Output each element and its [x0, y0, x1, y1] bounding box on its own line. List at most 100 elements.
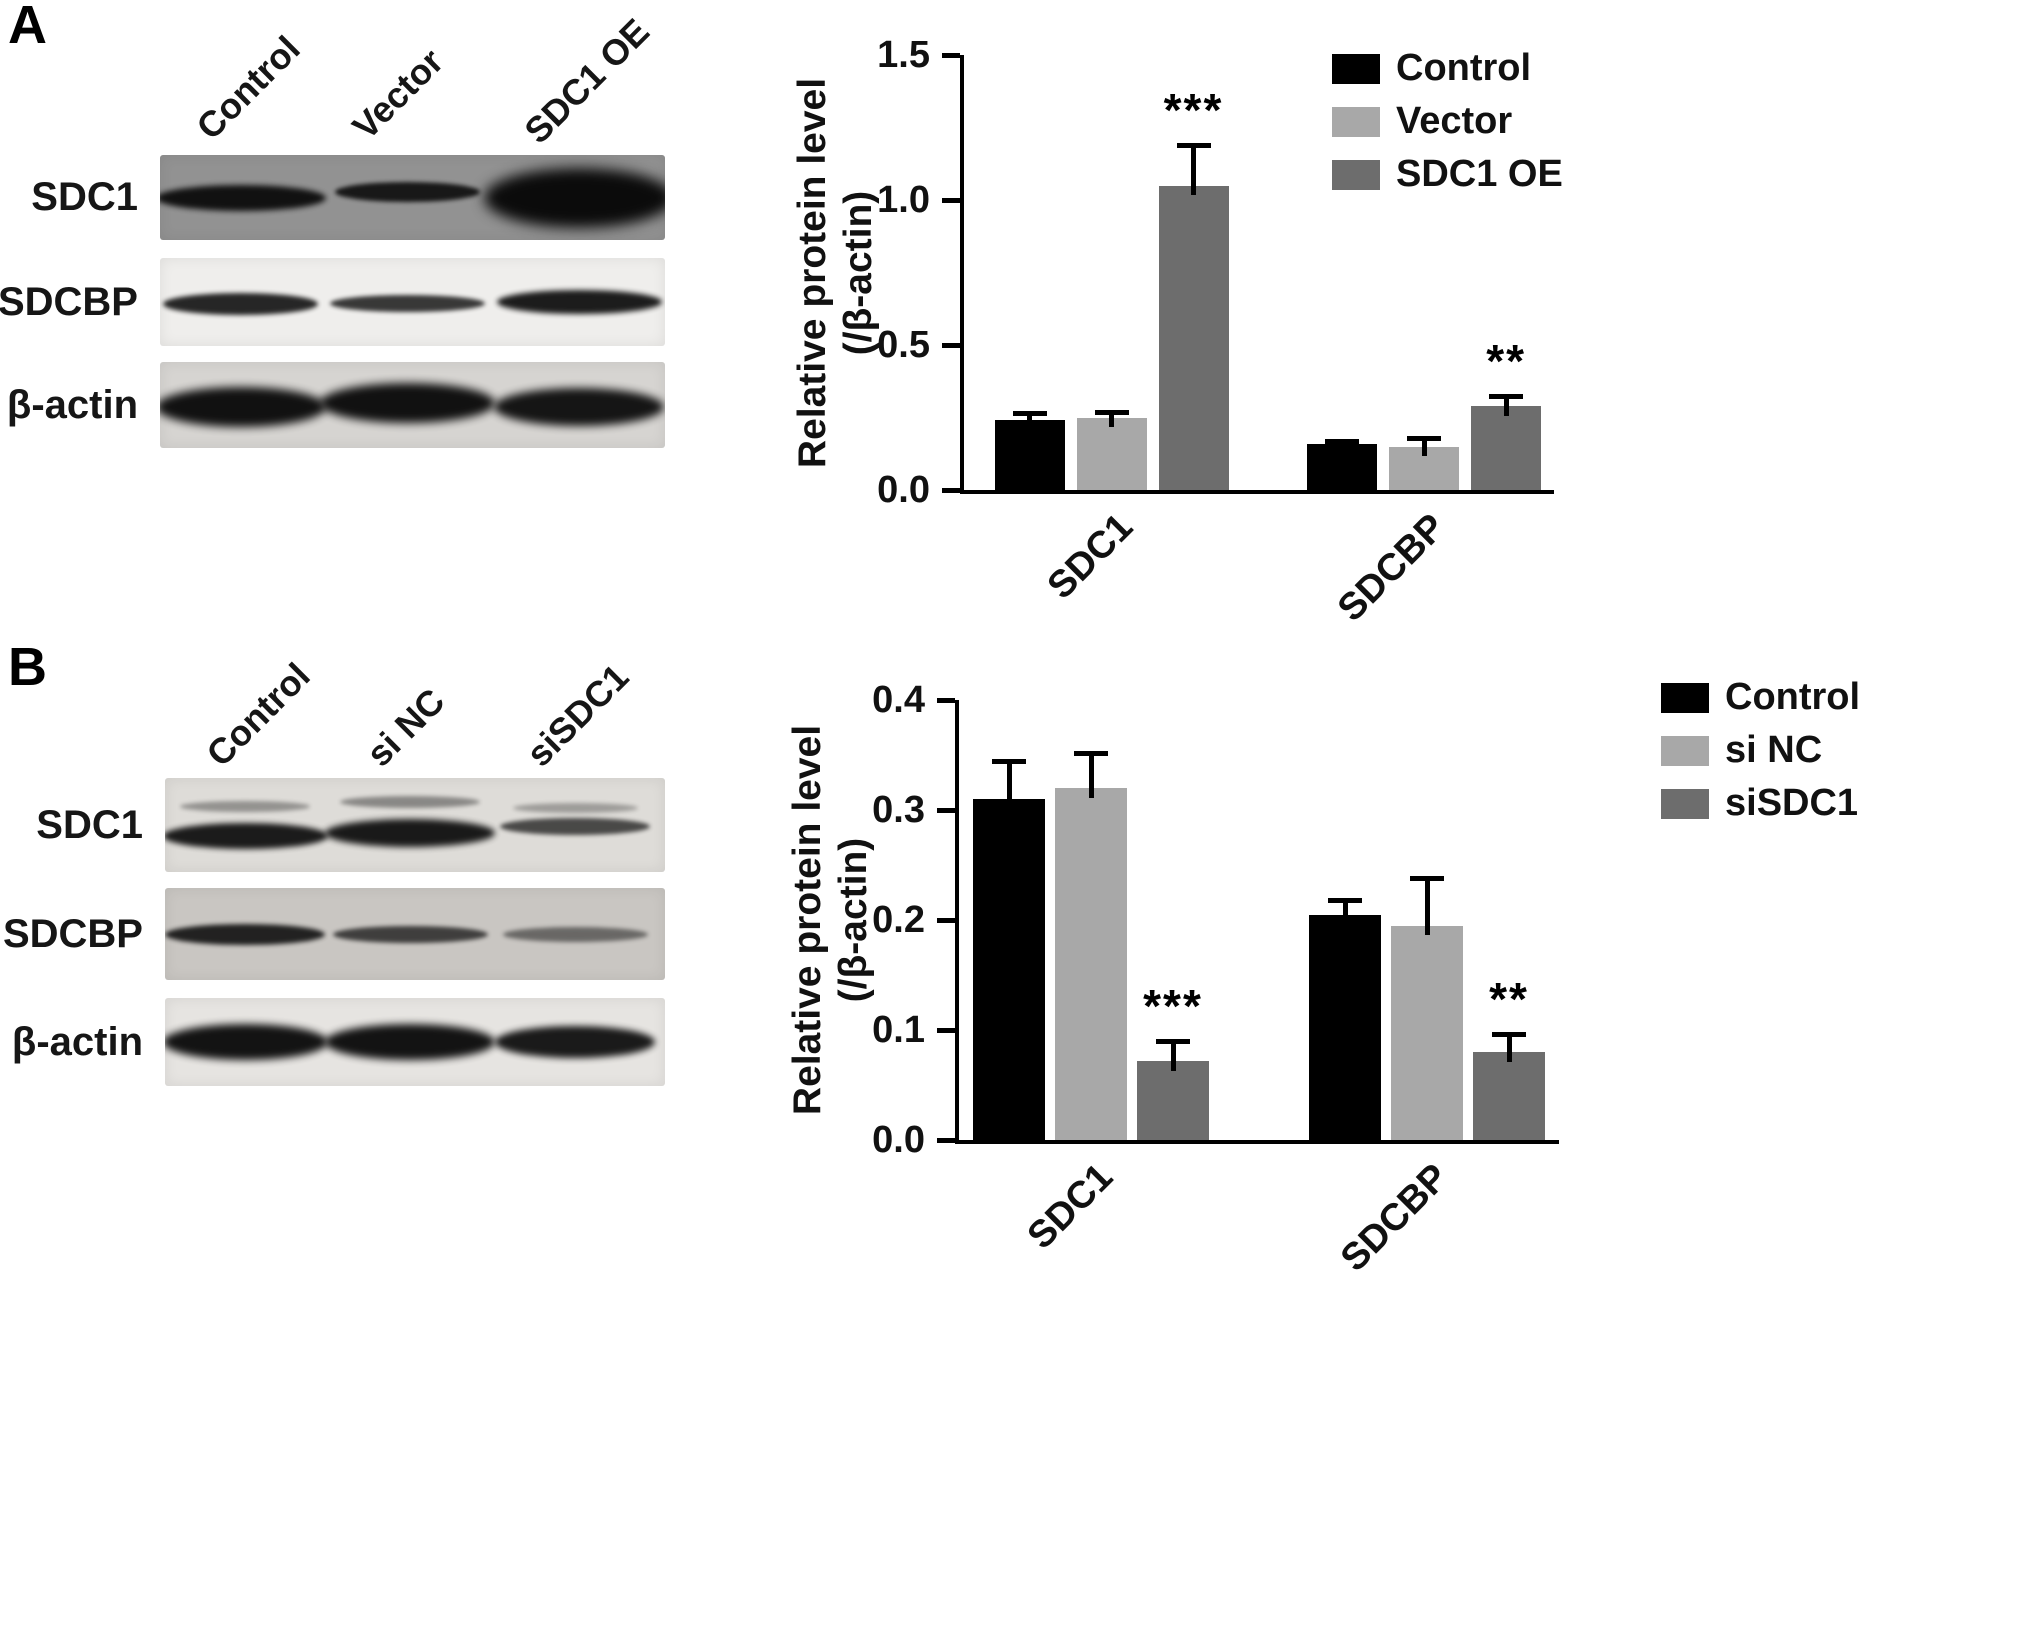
protein-band: [319, 383, 495, 424]
protein-band: [165, 1024, 328, 1060]
protein-band: [494, 387, 665, 426]
error-bar: [1424, 878, 1430, 936]
bar-control: [994, 420, 1065, 490]
protein-band: [484, 167, 665, 228]
legend-swatch: [1332, 159, 1380, 190]
x-tick-label: SDC1: [1019, 1156, 1121, 1258]
protein-band: [340, 796, 480, 809]
error-bar-cap: [1012, 411, 1047, 417]
legend-swatch: [1332, 53, 1380, 84]
protein-band: [329, 295, 485, 313]
significance-annotation: ***: [1143, 980, 1203, 1032]
protein-band: [502, 926, 648, 942]
legend-label: siSDC1: [1725, 782, 1859, 824]
blot-strip: [160, 362, 665, 448]
bar-si-nc: [1391, 925, 1463, 1140]
legend: Control Vector SDC1 OE: [1332, 47, 1563, 196]
legend-label: Vector: [1396, 100, 1513, 142]
y-tick-label: 0.0: [872, 1119, 925, 1161]
y-tick-label: 0.5: [877, 324, 930, 366]
protein-band: [495, 1026, 655, 1058]
y-tick-label: 0.0: [877, 469, 930, 511]
y-tick-label: 1.5: [877, 34, 930, 76]
blot-row-label: SDCBP: [0, 279, 138, 324]
error-bar-cap: [1325, 438, 1360, 444]
error-bar: [1088, 752, 1094, 798]
error-bar: [1027, 413, 1032, 431]
protein-band: [165, 823, 328, 850]
bar-si-nc: [1055, 788, 1127, 1140]
panel-b-label: B: [8, 637, 47, 697]
error-bar: [1191, 144, 1196, 196]
y-tick-mark: [942, 342, 960, 348]
lane-label: Control: [198, 654, 318, 775]
error-bar-cap: [1489, 393, 1524, 399]
error-bar-cap: [992, 758, 1026, 764]
significance-annotation: ***: [1163, 83, 1224, 136]
bar-chart-plot: Relative protein level (/β-actin) 0.0 0.5 1.…: [791, 34, 1563, 630]
y-tick-label: 1.0: [877, 179, 930, 221]
legend-swatch: [1661, 735, 1709, 766]
y-tick-label: 0.4: [872, 679, 925, 721]
protein-band: [332, 925, 488, 943]
y-tick-mark: [937, 1027, 955, 1033]
legend-label: SDC1 OE: [1396, 153, 1563, 195]
blot-row-label: SDCBP: [2, 911, 143, 956]
y-tick-mark: [942, 52, 960, 58]
legend-item: Control: [1661, 676, 1860, 719]
legend-item: Control: [1332, 47, 1563, 90]
legend-item: siSDC1: [1661, 782, 1860, 825]
error-bar-cap: [1407, 435, 1442, 441]
protein-band: [325, 818, 495, 847]
legend-swatch: [1332, 106, 1380, 137]
error-bar-cap: [1094, 409, 1129, 415]
bar-sisdc1: [1473, 1052, 1545, 1140]
error-bar-cap: [1176, 142, 1211, 148]
protein-band: [165, 923, 325, 945]
error-bar: [1109, 411, 1114, 428]
error-bar-cap: [1074, 750, 1108, 756]
legend-swatch: [1661, 788, 1709, 819]
blot-strip: [165, 888, 665, 980]
y-tick-label: 0.1: [872, 1009, 925, 1051]
lane-label: siSDC1: [518, 656, 637, 775]
legend-item: SDC1 OE: [1332, 153, 1563, 196]
error-bar-cap: [1328, 898, 1362, 904]
error-bar-cap: [1156, 1039, 1190, 1044]
bar-sdc1-oe: [1158, 185, 1229, 490]
blot-row-label: β-actin: [6, 382, 138, 427]
error-bar: [1503, 395, 1509, 416]
y-tick-mark: [937, 917, 955, 923]
bar-chart-plot: Relative protein level (/β-actin) 0.0 0.1 0.…: [786, 676, 1860, 1280]
y-tick-label: 0.3: [872, 789, 925, 831]
protein-band: [500, 818, 650, 836]
panel-a-label: A: [8, 0, 47, 55]
legend-item: si NC: [1661, 729, 1860, 772]
blot-strip: [165, 778, 665, 872]
protein-band: [334, 182, 480, 203]
protein-band: [512, 803, 638, 814]
error-bar: [1342, 900, 1348, 925]
protein-band: [163, 292, 319, 315]
error-bar: [1506, 1034, 1512, 1062]
error-bar: [1421, 437, 1427, 457]
legend-label: Control: [1396, 47, 1532, 89]
protein-band: [160, 386, 326, 427]
legend-label: si NC: [1725, 729, 1823, 771]
x-tick-label: SDCBP: [1332, 1156, 1457, 1280]
blot-strip: [160, 258, 665, 346]
error-bar: [1339, 440, 1345, 454]
protein-band: [325, 1024, 495, 1060]
error-bar: [1170, 1041, 1176, 1071]
blot-row-label: SDC1: [31, 175, 138, 219]
protein-band: [180, 800, 310, 812]
protein-band: [496, 290, 662, 314]
y-tick-mark: [937, 697, 955, 703]
bar-control: [1309, 914, 1381, 1140]
bar-vector: [1076, 417, 1147, 490]
error-bar-cap: [1492, 1032, 1526, 1038]
error-bar: [1006, 760, 1012, 809]
